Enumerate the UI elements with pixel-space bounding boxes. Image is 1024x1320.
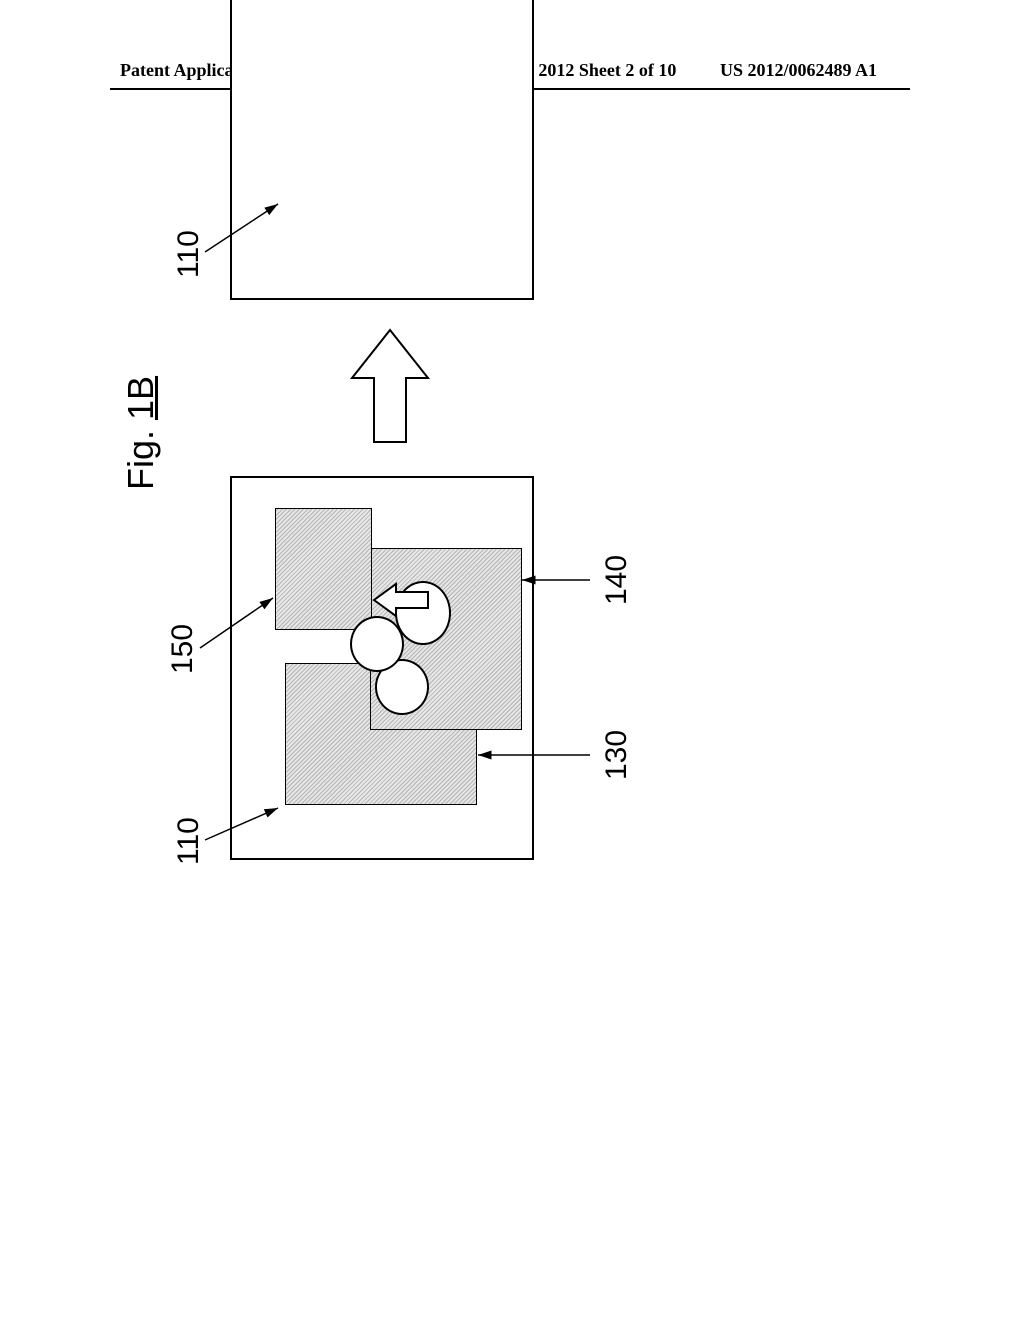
label-130: 130 [600,730,634,780]
leader-lines [110,0,710,920]
header-right: US 2012/0062489 A1 [720,60,877,81]
label-150: 150 [166,624,200,674]
label-110-left: 110 [172,817,206,865]
label-110-right: 110 [172,230,206,278]
page: Patent Application Publication Mar. 15, … [0,0,1024,1320]
figure-content-rotated: Fig. 1B /* remove full underline, draw p… [110,120,1024,920]
label-140: 140 [600,555,634,605]
